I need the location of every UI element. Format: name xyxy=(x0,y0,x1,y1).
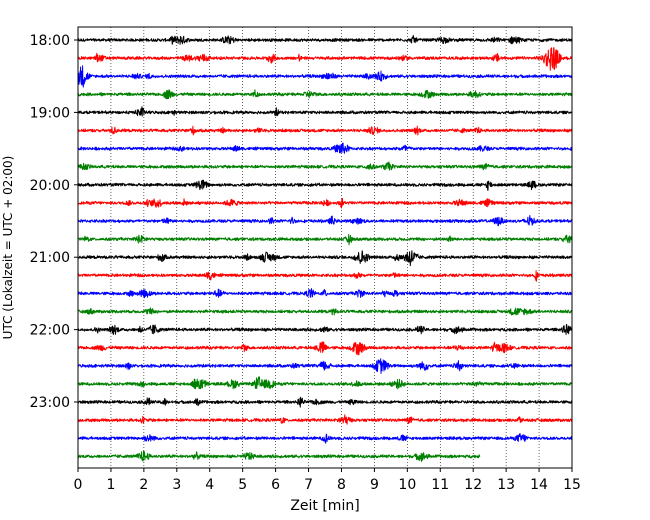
trace-row-2215 xyxy=(77,341,573,356)
x-tick-label-9: 9 xyxy=(370,477,379,493)
x-tick-label-4: 4 xyxy=(205,477,214,493)
trace-row-1800 xyxy=(77,35,573,45)
plot-frame xyxy=(77,26,573,469)
x-tick-label-1: 1 xyxy=(106,477,115,493)
trace-row-2245 xyxy=(77,376,573,390)
trace-row-2030 xyxy=(77,215,573,227)
trace-row-2100 xyxy=(77,250,573,267)
trace-row-2330 xyxy=(77,433,573,444)
trace-row-2230 xyxy=(77,358,573,374)
y-tick-label-3: 21:00 xyxy=(30,250,70,266)
y-tick-label-0: 18:00 xyxy=(30,33,70,49)
trace-row-2045 xyxy=(77,233,573,246)
trace-row-1830 xyxy=(77,65,573,88)
y-axis-ticks: 18:00 19:00 20:00 21:00 22:00 23:00 xyxy=(30,33,78,411)
y-tick-label-2: 20:00 xyxy=(30,178,70,194)
trace-row-1930 xyxy=(77,142,573,154)
x-tick-label-15: 15 xyxy=(563,477,581,493)
trace-row-2015 xyxy=(77,198,573,209)
x-tick-label-13: 13 xyxy=(497,477,515,493)
x-tick-label-10: 10 xyxy=(398,477,416,493)
trace-row-2315 xyxy=(77,414,573,425)
x-tick-label-0: 0 xyxy=(74,477,83,493)
trace-row-1900 xyxy=(77,106,573,117)
x-tick-label-7: 7 xyxy=(304,477,313,493)
x-tick-label-5: 5 xyxy=(238,477,247,493)
trace-row-2000 xyxy=(77,179,573,191)
x-axis-label: Zeit [min] xyxy=(290,498,359,514)
trace-row-1945 xyxy=(77,161,573,171)
trace-row-1915 xyxy=(77,125,573,136)
trace-row-1845 xyxy=(77,89,573,100)
x-tick-label-6: 6 xyxy=(271,477,280,493)
trace-row-2300 xyxy=(77,396,573,408)
x-tick-label-2: 2 xyxy=(139,477,148,493)
trace-row-2130 xyxy=(77,288,573,299)
trace-row-2345 xyxy=(77,450,481,462)
trace-row-2115 xyxy=(77,270,573,282)
seismic-traces xyxy=(77,35,573,462)
x-tick-label-11: 11 xyxy=(431,477,449,493)
trace-row-2200 xyxy=(77,324,573,335)
y-axis-label: UTC (Lokalzeit = UTC + 02:00) xyxy=(1,156,15,340)
y-tick-label-5: 23:00 xyxy=(30,395,70,411)
trace-row-1815 xyxy=(77,47,573,71)
y-tick-label-1: 19:00 xyxy=(30,105,70,121)
x-tick-label-12: 12 xyxy=(464,477,482,493)
x-tick-label-14: 14 xyxy=(530,477,548,493)
x-axis-ticks: 0 1 2 3 4 5 6 7 8 9 10 11 12 13 14 15 xyxy=(74,468,581,493)
x-tick-label-8: 8 xyxy=(337,477,346,493)
trace-row-2145 xyxy=(77,307,573,316)
x-tick-label-3: 3 xyxy=(172,477,181,493)
y-tick-label-4: 22:00 xyxy=(30,323,70,339)
